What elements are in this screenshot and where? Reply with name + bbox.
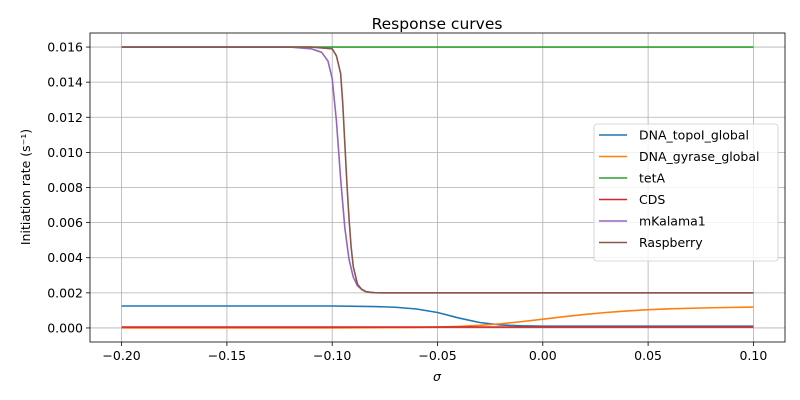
y-axis-title: Initiation rate (s⁻¹) [18, 129, 33, 245]
y-tick-label: 0.006 [47, 215, 83, 230]
x-tick-label: 0.00 [529, 348, 557, 363]
legend-label-dna-topoi-global: DNA_topoI_global [639, 128, 749, 143]
y-tick-label: 0.008 [47, 180, 83, 195]
series-line-dna-topoi-global [121, 305, 754, 328]
y-tick-label: 0.000 [47, 320, 83, 335]
x-tick-label: −0.20 [102, 348, 140, 363]
y-tick-label: 0.014 [47, 75, 83, 90]
legend-label-cds: CDS [639, 192, 665, 207]
y-tick-label: 0.016 [47, 40, 83, 55]
x-tick-label: 0.10 [739, 348, 767, 363]
x-tick-label: −0.10 [313, 348, 351, 363]
x-axis-title: σ [433, 369, 442, 384]
legend-box [593, 123, 779, 262]
x-tick-label: 0.05 [634, 348, 662, 363]
legend-label-mkalama1: mKalama1 [639, 214, 706, 229]
y-tick-label: 0.012 [47, 110, 83, 125]
legend-label-dna-gyrase-global: DNA_gyrase_global [639, 149, 759, 164]
y-tick-label: 0.010 [47, 145, 83, 160]
legend-label-teta: tetA [639, 171, 665, 186]
series-line-raspberry [121, 46, 754, 294]
chart-title: Response curves [372, 15, 503, 33]
ticks-layer: −0.20 −0.15 −0.10 −0.05 0.00 0.05 0.10 0.000 0.0… [47, 40, 767, 363]
y-tick-label: 0.004 [47, 250, 83, 265]
legend-label-raspberry: Raspberry [639, 235, 703, 250]
legend: DNA_topoI_global DNA_gyrase_global tetA CDS… [593, 123, 779, 262]
series-layer [121, 46, 754, 329]
y-tick-label: 0.002 [47, 285, 83, 300]
x-tick-label: −0.05 [418, 348, 456, 363]
x-tick-label: −0.15 [208, 348, 246, 363]
